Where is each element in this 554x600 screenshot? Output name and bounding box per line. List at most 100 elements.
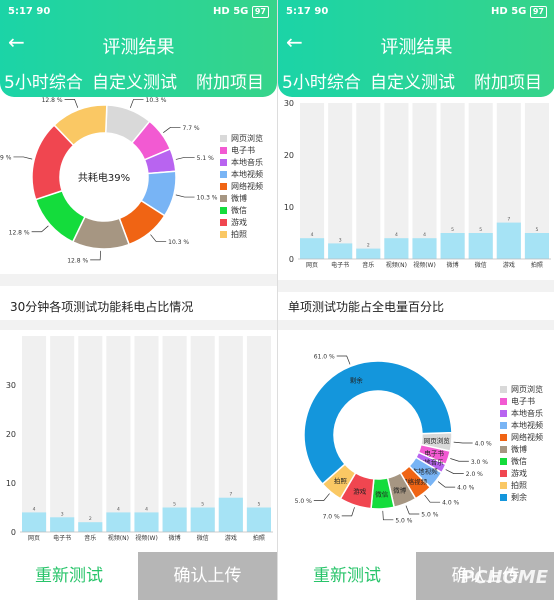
leader-line	[450, 458, 469, 462]
value-label: 7.0 %	[323, 513, 340, 520]
legend-item: 网络视频	[220, 181, 263, 193]
value-label: 10.3 %	[146, 97, 167, 104]
legend-swatch	[500, 386, 507, 393]
tab-extra-items[interactable]: 附加项目	[196, 73, 264, 93]
x-tick-label: 拍照	[253, 534, 265, 542]
legend-swatch	[220, 159, 227, 166]
retest-button[interactable]: 重新测试	[0, 552, 138, 600]
value-label: 2.0 %	[466, 471, 483, 478]
legend-label: 微博	[511, 445, 527, 454]
legend-label: 电子书	[511, 397, 535, 406]
x-tick-label: 视频(W)	[413, 261, 436, 269]
legend-swatch	[220, 231, 227, 238]
legend-item: 微信	[500, 456, 543, 468]
bar-value-label: 5	[173, 502, 176, 508]
single-test-bar-chart: 4 网页 3 电子书 2 音乐 4 视频(N) 4 视频(W) 5 微博 5 微信 7 游戏 5 拍照 0 10 20 3…	[284, 99, 551, 269]
bar	[356, 248, 381, 259]
tab-custom-test[interactable]: 自定义测试	[370, 73, 455, 93]
legend-swatch	[500, 458, 507, 465]
bar	[300, 238, 325, 259]
legend-label: 网络视频	[231, 182, 263, 191]
y-tick-label: 0	[11, 528, 16, 537]
leader-line	[437, 481, 456, 488]
leader-line	[341, 507, 355, 517]
confirm-upload-button[interactable]: 确认上传	[416, 552, 554, 600]
legend-item: 电子书	[500, 396, 543, 408]
x-tick-label: 视频(N)	[386, 261, 407, 269]
legend-item: 游戏	[500, 468, 543, 480]
legend-label: 本地视频	[511, 421, 543, 430]
slice-label: 本地视频	[412, 467, 439, 476]
value-label: 7.7 %	[182, 125, 199, 132]
leader-line	[382, 510, 394, 521]
legend-swatch	[500, 398, 507, 405]
legend-label: 本地视频	[231, 170, 263, 179]
back-arrow-icon[interactable]: ←	[286, 30, 303, 54]
slice-label: 电子书	[424, 449, 444, 458]
value-label: 4.0 %	[442, 500, 459, 507]
value-label: 12.8 %	[9, 229, 30, 236]
back-arrow-icon[interactable]: ←	[8, 30, 25, 54]
battery-icon: 97	[251, 6, 269, 18]
y-tick-label: 10	[284, 203, 294, 212]
bar-background	[22, 336, 47, 532]
retest-button[interactable]: 重新测试	[278, 552, 416, 600]
y-tick-label: 10	[6, 479, 16, 488]
bar	[496, 222, 521, 259]
bar	[524, 233, 549, 259]
x-tick-label: 微博	[447, 261, 459, 269]
bar	[440, 233, 465, 259]
legend-item: 本地视频	[500, 420, 543, 432]
tab-custom-test[interactable]: 自定义测试	[92, 73, 177, 93]
leader-line	[445, 469, 464, 474]
confirm-upload-button[interactable]: 确认上传	[138, 552, 277, 600]
x-tick-label: 视频(N)	[108, 534, 129, 542]
slice-label: 微博	[393, 485, 407, 494]
x-tick-label: 微信	[197, 534, 209, 542]
legend-swatch	[220, 147, 227, 154]
value-label: 12.8 %	[42, 97, 63, 104]
bar-background	[134, 336, 159, 532]
tab-extra-items[interactable]: 附加项目	[474, 73, 542, 93]
bar-value-label: 2	[89, 516, 92, 522]
x-tick-label: 音乐	[84, 534, 96, 542]
slice-label: 微信	[375, 489, 389, 498]
value-label: 5.0 %	[421, 512, 438, 519]
legend-label: 剩余	[511, 493, 527, 502]
legend-swatch	[500, 482, 507, 489]
pie-slice	[303, 360, 453, 485]
value-label: 12.8 %	[67, 257, 88, 264]
value-label: 5.0 %	[395, 517, 412, 524]
bar-background	[162, 336, 187, 532]
value-label: 61.0 %	[314, 353, 335, 360]
x-tick-label: 拍照	[531, 261, 543, 269]
leader-line	[31, 225, 49, 233]
legend-item: 本地音乐	[220, 157, 263, 169]
bar-value-label: 5	[201, 502, 204, 508]
bar-value-label: 5	[479, 227, 482, 233]
footer-bar: 重新测试 确认上传	[0, 552, 277, 600]
bar	[384, 238, 409, 259]
legend-swatch	[500, 446, 507, 453]
x-tick-label: 微信	[475, 261, 487, 269]
bar-value-label: 7	[507, 217, 510, 223]
bar-value-label: 5	[536, 227, 539, 233]
tab-5h-comprehensive[interactable]: 5小时综合	[4, 73, 83, 93]
bar	[106, 512, 131, 532]
tab-5h-comprehensive[interactable]: 5小时综合	[282, 73, 361, 93]
legend-label: 本地音乐	[511, 409, 543, 418]
legend-item: 游戏	[220, 217, 263, 229]
bar-background	[300, 103, 325, 259]
section-title: 30分钟各项测试功能耗电占比情况	[10, 300, 194, 314]
bar-value-label: 4	[33, 506, 36, 512]
status-right: HD 5G 97	[491, 6, 547, 18]
slice-label: 本地音乐	[418, 457, 445, 466]
tab-bar: 5小时综合 自定义测试 附加项目	[278, 68, 554, 94]
bar-background	[190, 336, 215, 532]
slice-label: 拍照	[334, 476, 348, 485]
battery-share-donut-chart: 4.0 % 网页浏览 3.0 % 电子书 2.0 % 本地音乐 4.0 % 本地视频 4.0 %…	[295, 353, 492, 524]
donut-legend: 网页浏览 电子书 本地音乐 本地视频 网络视频 微博 微信 游戏 拍照 剩余	[500, 384, 543, 504]
legend-item: 剩余	[500, 492, 543, 504]
status-time: 5:17 90	[286, 6, 329, 17]
bar-value-label: 4	[311, 232, 314, 238]
